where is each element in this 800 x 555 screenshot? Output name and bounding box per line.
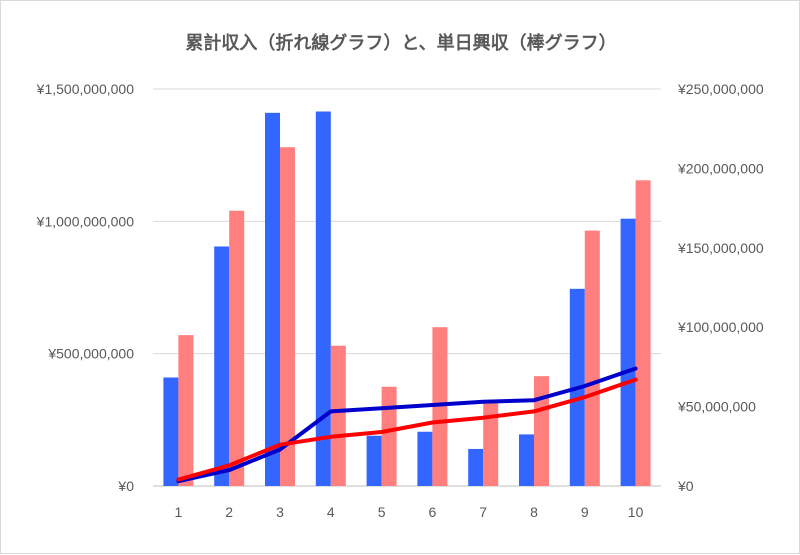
bar-series-2-bar	[635, 180, 651, 486]
x-axis-tick-label: 5	[378, 504, 386, 520]
bar-series-1-bar	[417, 431, 433, 486]
right-axis-tick-label: ¥150,000,000	[677, 240, 764, 256]
x-axis-tick-label: 8	[530, 504, 538, 520]
x-axis-tick-label: 1	[175, 504, 183, 520]
bar-series-2-bar	[178, 335, 194, 486]
x-axis-tick-label: 3	[276, 504, 284, 520]
bar-series-2-bar	[229, 210, 245, 486]
chart-title: 累計収入（折れ線グラフ）と、単日興収（棒グラフ）	[185, 33, 617, 54]
bar-series-1-bar	[519, 434, 534, 486]
bar-series-group	[163, 111, 651, 487]
bar-series-2-bar	[280, 147, 295, 486]
bar-series-2-bar	[381, 386, 397, 486]
line-series-1	[176, 366, 638, 484]
right-axis-tick-label: ¥100,000,000	[677, 319, 764, 335]
left-axis-tick-label: ¥0	[117, 478, 134, 494]
x-axis-tick-label: 6	[429, 504, 437, 520]
bar-series-1-bar	[214, 246, 230, 486]
left-axis-tick-label: ¥500,000,000	[47, 346, 134, 362]
bar-series-1-bar	[366, 435, 382, 486]
bar-series-2-bar	[330, 345, 346, 486]
bar-series-1-bar	[620, 218, 636, 487]
bar-series-2-bar	[483, 399, 499, 486]
bar-series-1-bar	[163, 377, 179, 486]
right-axis-tick-label: ¥50,000,000	[677, 399, 756, 415]
x-axis-ticks: 1 2 3 4 5 6 7 8 9 10	[175, 504, 644, 520]
bar-series-1-bar	[315, 111, 331, 486]
bar-series-1-bar	[468, 448, 484, 486]
right-axis-ticks: ¥0 ¥50,000,000 ¥100,000,000 ¥150,000,000 ¥20…	[677, 81, 764, 494]
right-axis-tick-label: ¥0	[677, 478, 694, 494]
left-axis-tick-label: ¥1,500,000,000	[36, 81, 135, 97]
bar-series-2-bar	[584, 230, 600, 486]
bar-series-2-bar	[432, 327, 448, 486]
bar-series-1-bar	[265, 112, 280, 486]
left-axis-tick-label: ¥1,000,000,000	[36, 213, 135, 229]
x-axis-tick-label: 9	[581, 504, 589, 520]
line-series-2	[176, 377, 638, 482]
x-axis-tick-label: 2	[225, 504, 233, 520]
x-axis-tick-label: 4	[327, 504, 335, 520]
bar-series-2-bar	[534, 376, 549, 486]
x-axis-tick-label: 7	[479, 504, 487, 520]
right-axis-tick-label: ¥200,000,000	[677, 160, 764, 176]
left-axis-ticks: ¥0 ¥500,000,000 ¥1,000,000,000 ¥1,500,000,0…	[36, 81, 135, 494]
x-axis-tick-label: 10	[628, 504, 644, 520]
right-axis-tick-label: ¥250,000,000	[677, 81, 764, 97]
line-series-group	[176, 366, 638, 484]
